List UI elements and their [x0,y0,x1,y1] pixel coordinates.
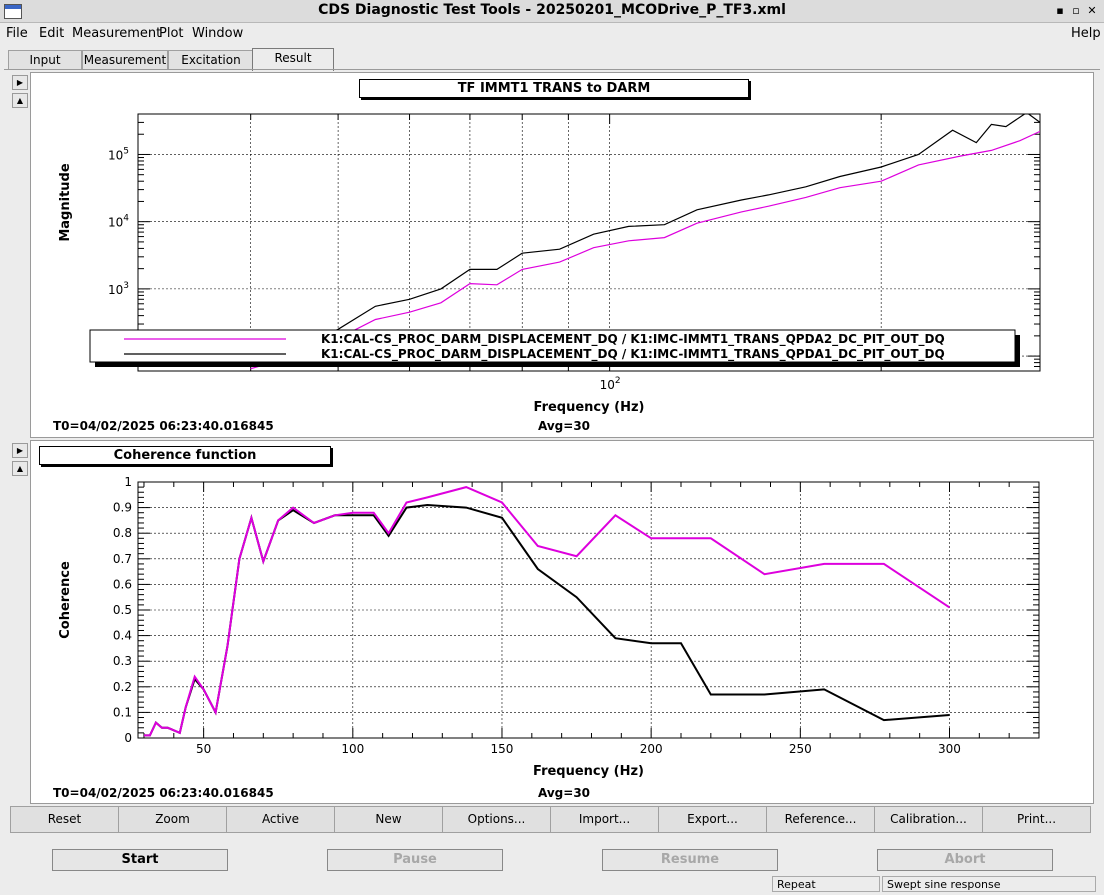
series-layer [250,114,1040,370]
x-tick-label: 250 [789,742,812,756]
y-tick-label: 0 [124,731,132,745]
y-tick-label: 105 [108,146,129,162]
close-icon[interactable]: ✕ [1087,4,1097,17]
menu-measurement[interactable]: Measurement [72,26,162,41]
x-tick-label: 100 [341,742,364,756]
grid-layer-2 [138,481,1040,739]
x-tick-label: 200 [640,742,663,756]
menu-file[interactable]: File [6,26,28,41]
expand-right-icon-2[interactable]: ▶ [12,443,28,458]
window-title: CDS Diagnostic Test Tools - 20250201_MCO… [318,2,786,18]
transfer-function-panel[interactable]: 103 104 105 102 Frequency (Hz) Magnitude K1:CA… [30,72,1094,438]
y-axis-label: Magnitude [58,163,73,242]
plot-frame-2 [137,481,1040,739]
expand-up-icon-2[interactable]: ▲ [12,461,28,476]
avg-count: Avg=30 [538,419,591,433]
expand-right-icon[interactable]: ▶ [12,75,28,90]
zoom-button[interactable]: Zoom [118,806,227,833]
y-tick-label: 103 [108,281,129,297]
pause-button[interactable]: Pause [327,849,503,871]
calibration-button[interactable]: Calibration... [874,806,983,833]
legend-entry-1: K1:CAL-CS_PROC_DARM_DISPLACEMENT_DQ / K1… [321,332,945,347]
x-tick-label: 50 [196,742,211,756]
legend-entry-2: K1:CAL-CS_PROC_DARM_DISPLACEMENT_DQ / K1… [321,347,945,362]
series-line-2 [250,114,1040,360]
plot-frame [137,113,1041,372]
status-mode: Repeat [772,876,880,892]
import-button[interactable]: Import... [550,806,659,833]
y-tick-label: 0.3 [113,654,132,668]
series-line-1 [250,130,1040,370]
tab-input[interactable]: Input [8,50,82,70]
x-tick-label: 102 [600,376,621,392]
menu-plot[interactable]: Plot [159,26,184,41]
x-tick-label: 150 [491,742,514,756]
status-measurement-type: Swept sine response [882,876,1096,892]
resume-button[interactable]: Resume [602,849,778,871]
x-axis-label: Frequency (Hz) [534,400,645,415]
y-tick-label: 0.8 [113,526,132,540]
t0-timestamp-2: T0=04/02/2025 06:23:40.016845 [53,786,274,800]
print-button[interactable]: Print... [982,806,1091,833]
series-layer-2 [144,486,951,737]
coherence-line-1 [144,486,951,737]
x-axis-label-2: Frequency (Hz) [533,764,644,779]
menu-bar: File Edit Measurement Plot Window Help [0,23,1104,45]
legend: K1:CAL-CS_PROC_DARM_DISPLACEMENT_DQ / K1… [89,329,1020,367]
legend-box [89,329,1016,363]
minimize-icon[interactable]: ▪ [1056,4,1064,17]
x-tick-label: 300 [938,742,961,756]
abort-button[interactable]: Abort [877,849,1053,871]
y-tick-label: 0.2 [113,680,132,694]
menu-edit[interactable]: Edit [39,26,65,41]
reset-button[interactable]: Reset [10,806,119,833]
y-tick-label: 0.4 [113,629,132,643]
y-axis-label-2: Coherence [58,561,73,639]
coherence-line-2 [144,503,950,737]
menu-help[interactable]: Help [1071,26,1101,41]
window-title-bar[interactable]: CDS Diagnostic Test Tools - 20250201_MCO… [0,0,1104,23]
y-tick-label: 0.7 [113,552,132,566]
t0-timestamp: T0=04/02/2025 06:23:40.016845 [53,419,274,433]
y-tick-label: 0.1 [113,705,132,719]
tab-measurement[interactable]: Measurement [82,50,168,70]
reference-button[interactable]: Reference... [766,806,875,833]
y-tick-label: 0.9 [113,501,132,515]
plot-title-2: Coherence function [39,446,331,465]
y-tick-label: 104 [108,214,129,230]
app-window-icon[interactable] [4,4,22,19]
expand-up-icon[interactable]: ▲ [12,93,28,108]
tab-excitation[interactable]: Excitation [168,50,254,70]
active-button[interactable]: Active [226,806,335,833]
y-tick-label: 0.5 [113,603,132,617]
export-button[interactable]: Export... [658,806,767,833]
tab-divider [4,69,1100,70]
menu-window[interactable]: Window [192,26,244,41]
y-tick-label: 1 [124,475,132,489]
new-button[interactable]: New [334,806,443,833]
plot-title: TF IMMT1 TRANS to DARM [359,79,749,98]
tab-result[interactable]: Result [252,48,334,71]
maximize-icon[interactable]: ▫ [1072,4,1080,17]
options-button[interactable]: Options... [442,806,551,833]
start-button[interactable]: Start [52,849,228,871]
avg-count-2: Avg=30 [538,786,591,800]
coherence-panel[interactable]: 0 0.1 0.2 0.3 0.4 0.5 0.6 0.7 0.8 0.9 1 50 100 150 200… [30,440,1094,804]
y-tick-label: 0.6 [113,577,132,591]
magnitude-chart[interactable]: 103 104 105 102 Frequency (Hz) Magnitude K1:CA… [31,73,1093,437]
